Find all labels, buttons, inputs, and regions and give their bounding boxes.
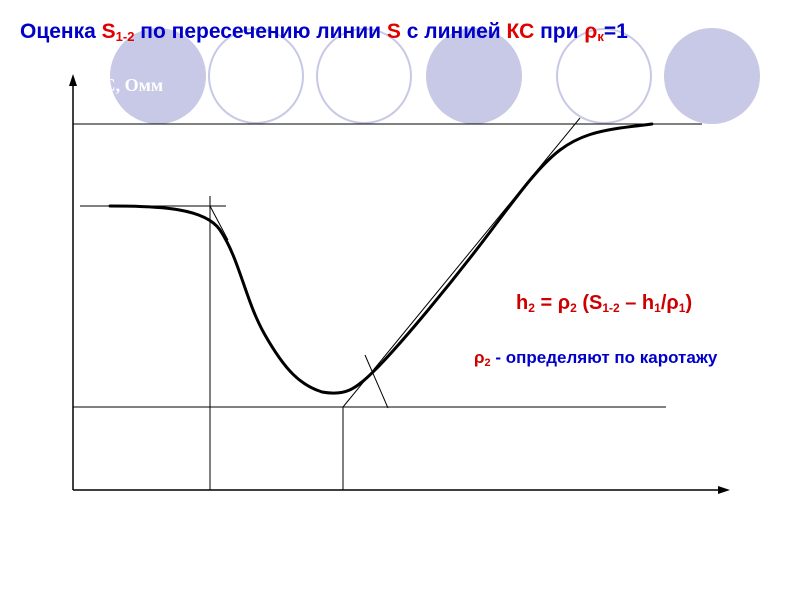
decor-circle: [110, 28, 206, 124]
y-axis-label: КС, Омм: [90, 75, 164, 95]
y-axis-arrow: [69, 74, 77, 86]
x-axis-arrow: [718, 486, 730, 494]
tangent-line-short: [364, 354, 389, 409]
resistivity-curve: [108, 122, 654, 395]
decor-circle: [316, 28, 412, 124]
decor-circle: [664, 28, 760, 124]
decor-circle: [556, 28, 652, 124]
left-tangent-line: [209, 205, 229, 241]
rho2-note: ρ2 - определяют по каротажу: [474, 348, 718, 369]
decor-circle: [426, 28, 522, 124]
formula: h2 = ρ2 (S1-2 – h1/ρ1): [516, 292, 693, 315]
slide-title: Оценка S1-2 по пересечению линии S с лин…: [20, 20, 628, 44]
decor-circle: [208, 28, 304, 124]
